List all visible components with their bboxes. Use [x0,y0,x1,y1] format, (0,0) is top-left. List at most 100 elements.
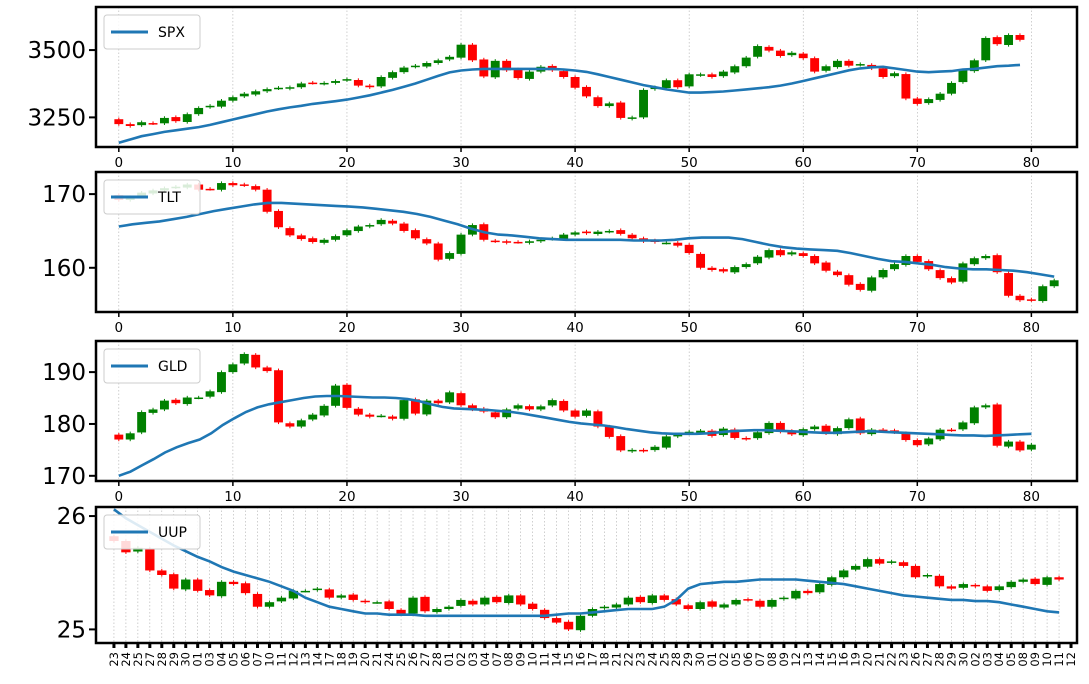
candle-body [148,123,158,125]
candle-body [775,422,785,432]
candle-body [912,440,922,446]
candle-body [365,85,375,88]
candle-body [982,586,992,591]
candle-body [157,570,167,575]
x-tick-label: 12 [286,652,300,667]
candle-body [570,410,580,417]
x-tick-label: 60 [795,155,812,171]
candle-body [274,370,283,423]
x-tick-label: 29 [681,652,695,667]
candle-body [239,353,249,364]
candle-body [582,86,591,97]
x-tick-label: 14 [550,652,564,667]
candle-body [855,64,865,66]
candle-body [480,597,490,605]
candle-body [251,186,261,190]
candle-body [547,400,557,406]
candle-body [593,411,603,427]
candle-body [262,189,272,212]
x-tick-label: 40 [566,489,583,505]
x-tick-label: 18 [597,652,611,667]
x-tick-label: 22 [885,652,899,667]
candle-body [695,602,705,609]
candle-body [159,117,169,124]
candle-body [981,256,991,259]
candle-body [525,241,534,243]
x-tick-label: 30 [452,320,469,336]
panel-tlt: 160 170 0 10 20 30 40 50 60 70 80 TLT [42,170,1079,336]
candle-body [308,82,318,85]
candle-body [228,581,239,585]
candle-body [707,601,717,607]
x-tick-label: 04 [478,652,492,667]
candle-body [969,258,979,265]
x-tick-label: 19 [849,652,863,667]
y-tick-label: 160 [42,256,86,282]
candle-body [741,264,751,268]
x-tick-label: 23 [897,652,911,667]
candle-body [844,419,854,429]
candle-body [159,400,169,410]
candle-body [296,83,306,88]
candle-body [775,50,785,56]
candle-body [947,82,956,94]
x-tick-label: 24 [645,652,659,667]
x-tick-label: 05 [729,652,743,667]
candle-body [798,253,808,256]
plot-frame [94,505,1079,645]
candles [114,33,1025,128]
candle-body [376,77,386,87]
candle-body [336,595,346,598]
candle-body [671,599,681,605]
candle-body [787,52,797,56]
candle-body [1054,577,1064,580]
candle-body [205,188,215,191]
x-tick-label: 11 [1052,652,1066,667]
candle-body [1038,286,1048,302]
legend-box [103,179,201,215]
candle-body [958,584,969,588]
candle-body [753,432,763,439]
candle-body [559,71,569,77]
x-tick-label: 27 [143,652,157,667]
candle-body [376,219,386,225]
x-tick-label: 01 [442,652,456,667]
candle-body [388,220,398,224]
x-tick-label: 0 [115,320,124,336]
candle-body [342,230,352,236]
legend-box [103,14,201,50]
panel-spx: 3250 3500 0 10 20 30 40 50 60 70 80 SPX [27,5,1079,171]
x-tick-label: 06 [239,652,253,667]
candle-body [684,74,694,87]
candle-body [194,107,204,115]
candle-body [445,392,455,403]
candle-body [169,574,179,589]
candle-body [1015,35,1025,40]
candle-body [114,434,124,440]
candle-body [616,230,626,234]
x-tick-label: 10 [526,652,540,667]
x-tick-label: 30 [956,652,970,667]
candle-body [228,183,238,186]
candle-body [604,103,614,107]
candle-body [285,423,295,427]
candle-body [456,44,466,58]
candle-body [274,210,283,228]
candle-body [276,597,287,602]
candle-body [217,100,226,107]
candle-body [536,406,546,410]
candle-body [171,117,181,122]
candle-body [502,241,512,243]
x-tick-label: 03 [203,652,217,667]
x-tick-label: 04 [992,652,1006,667]
candle-body [239,93,249,97]
candle-body [539,609,550,619]
candle-body [755,600,765,607]
x-tick-label: 80 [1023,155,1040,171]
x-tick-label: 14 [310,652,324,667]
x-tick-label: 20 [358,652,372,667]
ma-line-tlt [118,201,1055,278]
x-tick-label: 04 [215,652,229,667]
x-tick-label: 07 [251,652,265,667]
candle-body [342,79,352,81]
